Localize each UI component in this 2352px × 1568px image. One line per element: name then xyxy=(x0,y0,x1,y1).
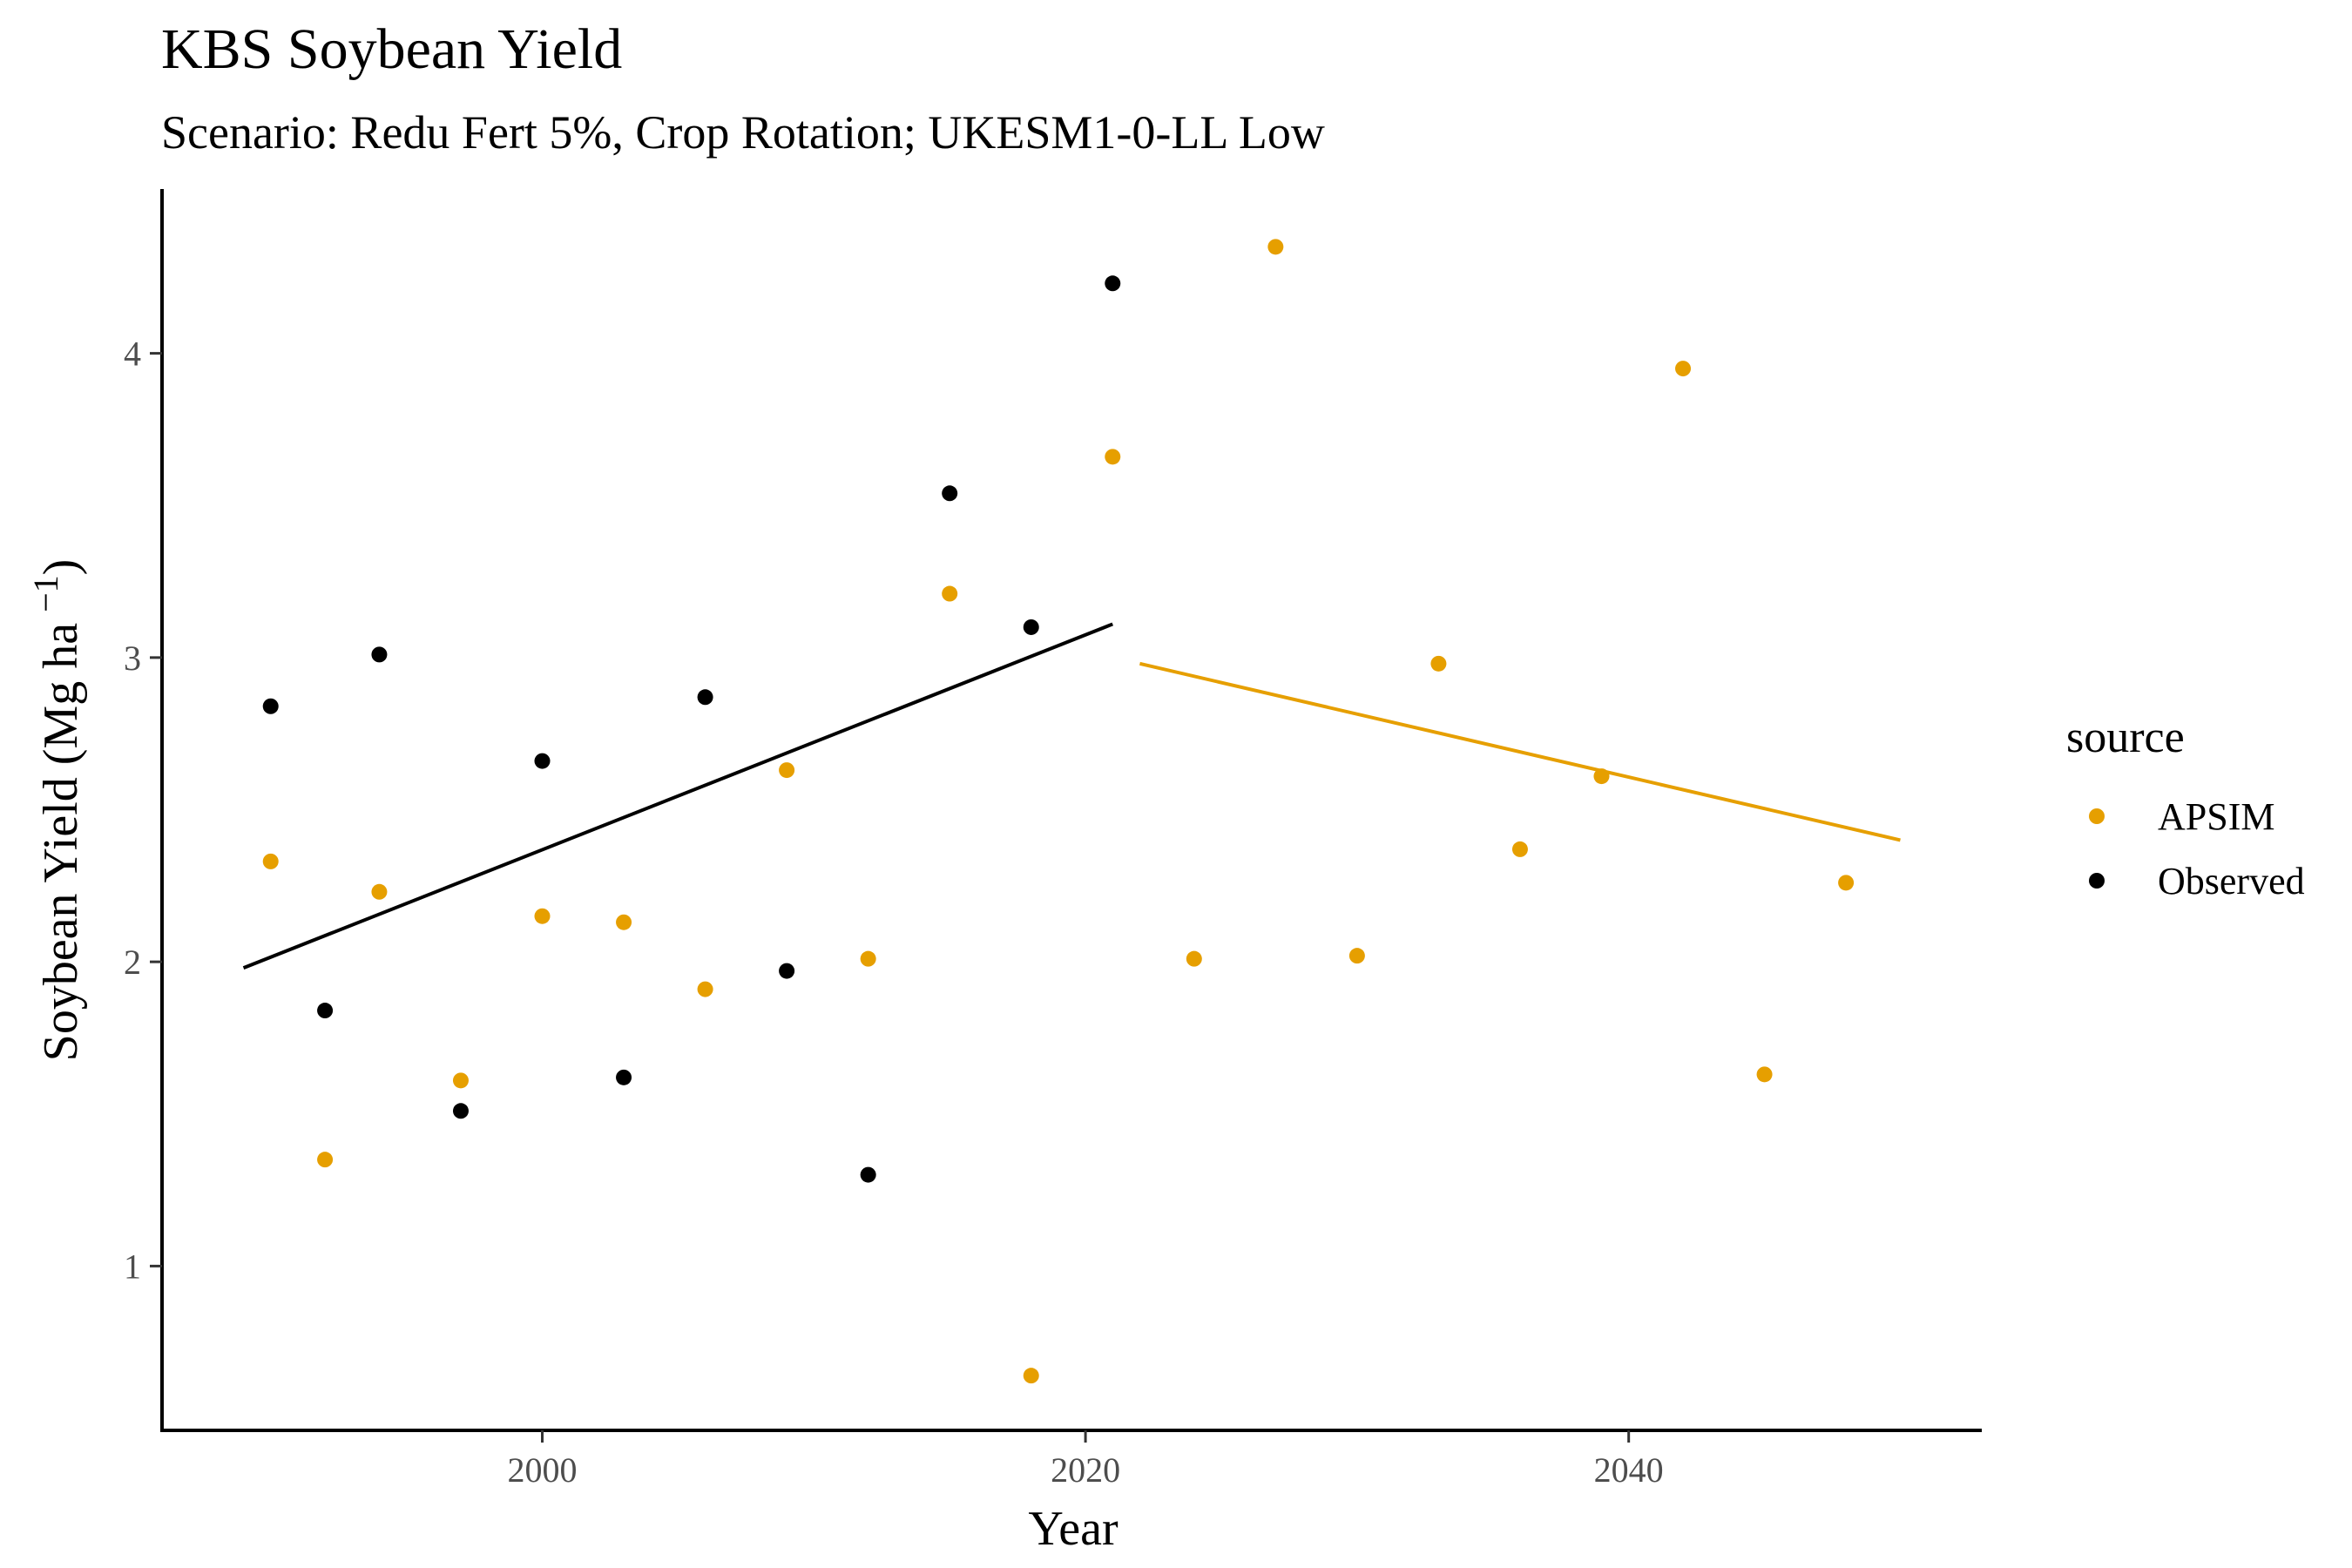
point-apsim-1994 xyxy=(371,883,388,900)
point-apsim-2045 xyxy=(1756,1066,1773,1083)
point-observed-2018 xyxy=(1023,618,1039,635)
point-apsim-2000 xyxy=(534,908,551,924)
point-apsim-2036 xyxy=(1511,841,1528,857)
point-observed-2021 xyxy=(1105,275,1121,292)
x-tick-label-2000: 2000 xyxy=(508,1450,578,1490)
point-apsim-2033 xyxy=(1430,655,1447,672)
point-observed-2000 xyxy=(534,753,551,769)
point-observed-2003 xyxy=(616,1069,632,1085)
legend-key-observed xyxy=(2089,873,2105,889)
point-apsim-1990 xyxy=(262,853,279,869)
legend-label-apsim: APSIM xyxy=(2158,795,2275,838)
y-axis-title-close: ) xyxy=(34,559,88,576)
point-observed-1997 xyxy=(452,1103,469,1119)
y-tick-label-3: 3 xyxy=(124,639,141,678)
y-axis-title-main: Soybean Yield (Mg ha xyxy=(34,623,88,1062)
chart-subtitle: Scenario: Redu Fert 5%, Crop Rotation; U… xyxy=(161,106,1325,159)
point-apsim-2048 xyxy=(1838,875,1855,891)
x-tick-label-2020: 2020 xyxy=(1051,1450,1120,1490)
point-observed-2015 xyxy=(942,485,958,502)
point-observed-2012 xyxy=(860,1166,876,1183)
legend: source APSIM Observed xyxy=(2066,713,2305,902)
y-axis-ticks: 1 2 3 4 xyxy=(124,335,162,1286)
point-apsim-1992 xyxy=(317,1152,334,1168)
point-apsim-2030 xyxy=(1348,948,1365,964)
point-apsim-2042 xyxy=(1675,361,1692,377)
legend-label-observed: Observed xyxy=(2158,860,2305,902)
chart-title: KBS Soybean Yield xyxy=(161,17,622,81)
x-axis-title: Year xyxy=(1028,1502,1119,1556)
y-axis-title: Soybean Yield (Mg ha −1) xyxy=(26,559,88,1062)
y-tick-label-4: 4 xyxy=(124,335,141,374)
trend-line-apsim xyxy=(1139,661,1901,842)
y-axis-title-superscript: −1 xyxy=(26,575,65,612)
point-apsim-2039 xyxy=(1593,768,1610,785)
point-apsim-2009 xyxy=(779,762,795,779)
point-observed-2006 xyxy=(697,689,713,706)
legend-key-apsim xyxy=(2089,808,2105,824)
point-apsim-2027 xyxy=(1267,239,1284,255)
trend-line-observed xyxy=(242,622,1114,970)
point-apsim-2018 xyxy=(1023,1368,1039,1384)
x-tick-label-2040: 2040 xyxy=(1594,1450,1664,1490)
y-tick-label-2: 2 xyxy=(124,943,141,982)
x-axis-ticks: 2000 2020 2040 xyxy=(508,1430,1664,1490)
point-apsim-2012 xyxy=(860,950,876,967)
point-observed-1992 xyxy=(317,1003,334,1019)
point-apsim-1997 xyxy=(452,1072,469,1089)
plot-area xyxy=(242,239,1901,1384)
y-tick-label-1: 1 xyxy=(124,1247,141,1286)
point-observed-2009 xyxy=(779,963,795,979)
point-apsim-2015 xyxy=(942,585,958,602)
point-apsim-2024 xyxy=(1186,950,1202,967)
point-observed-1994 xyxy=(371,646,388,663)
point-apsim-2003 xyxy=(616,914,632,930)
legend-title: source xyxy=(2066,713,2185,762)
point-apsim-2021 xyxy=(1105,449,1121,465)
point-observed-1990 xyxy=(262,698,279,714)
point-apsim-2006 xyxy=(697,981,713,997)
